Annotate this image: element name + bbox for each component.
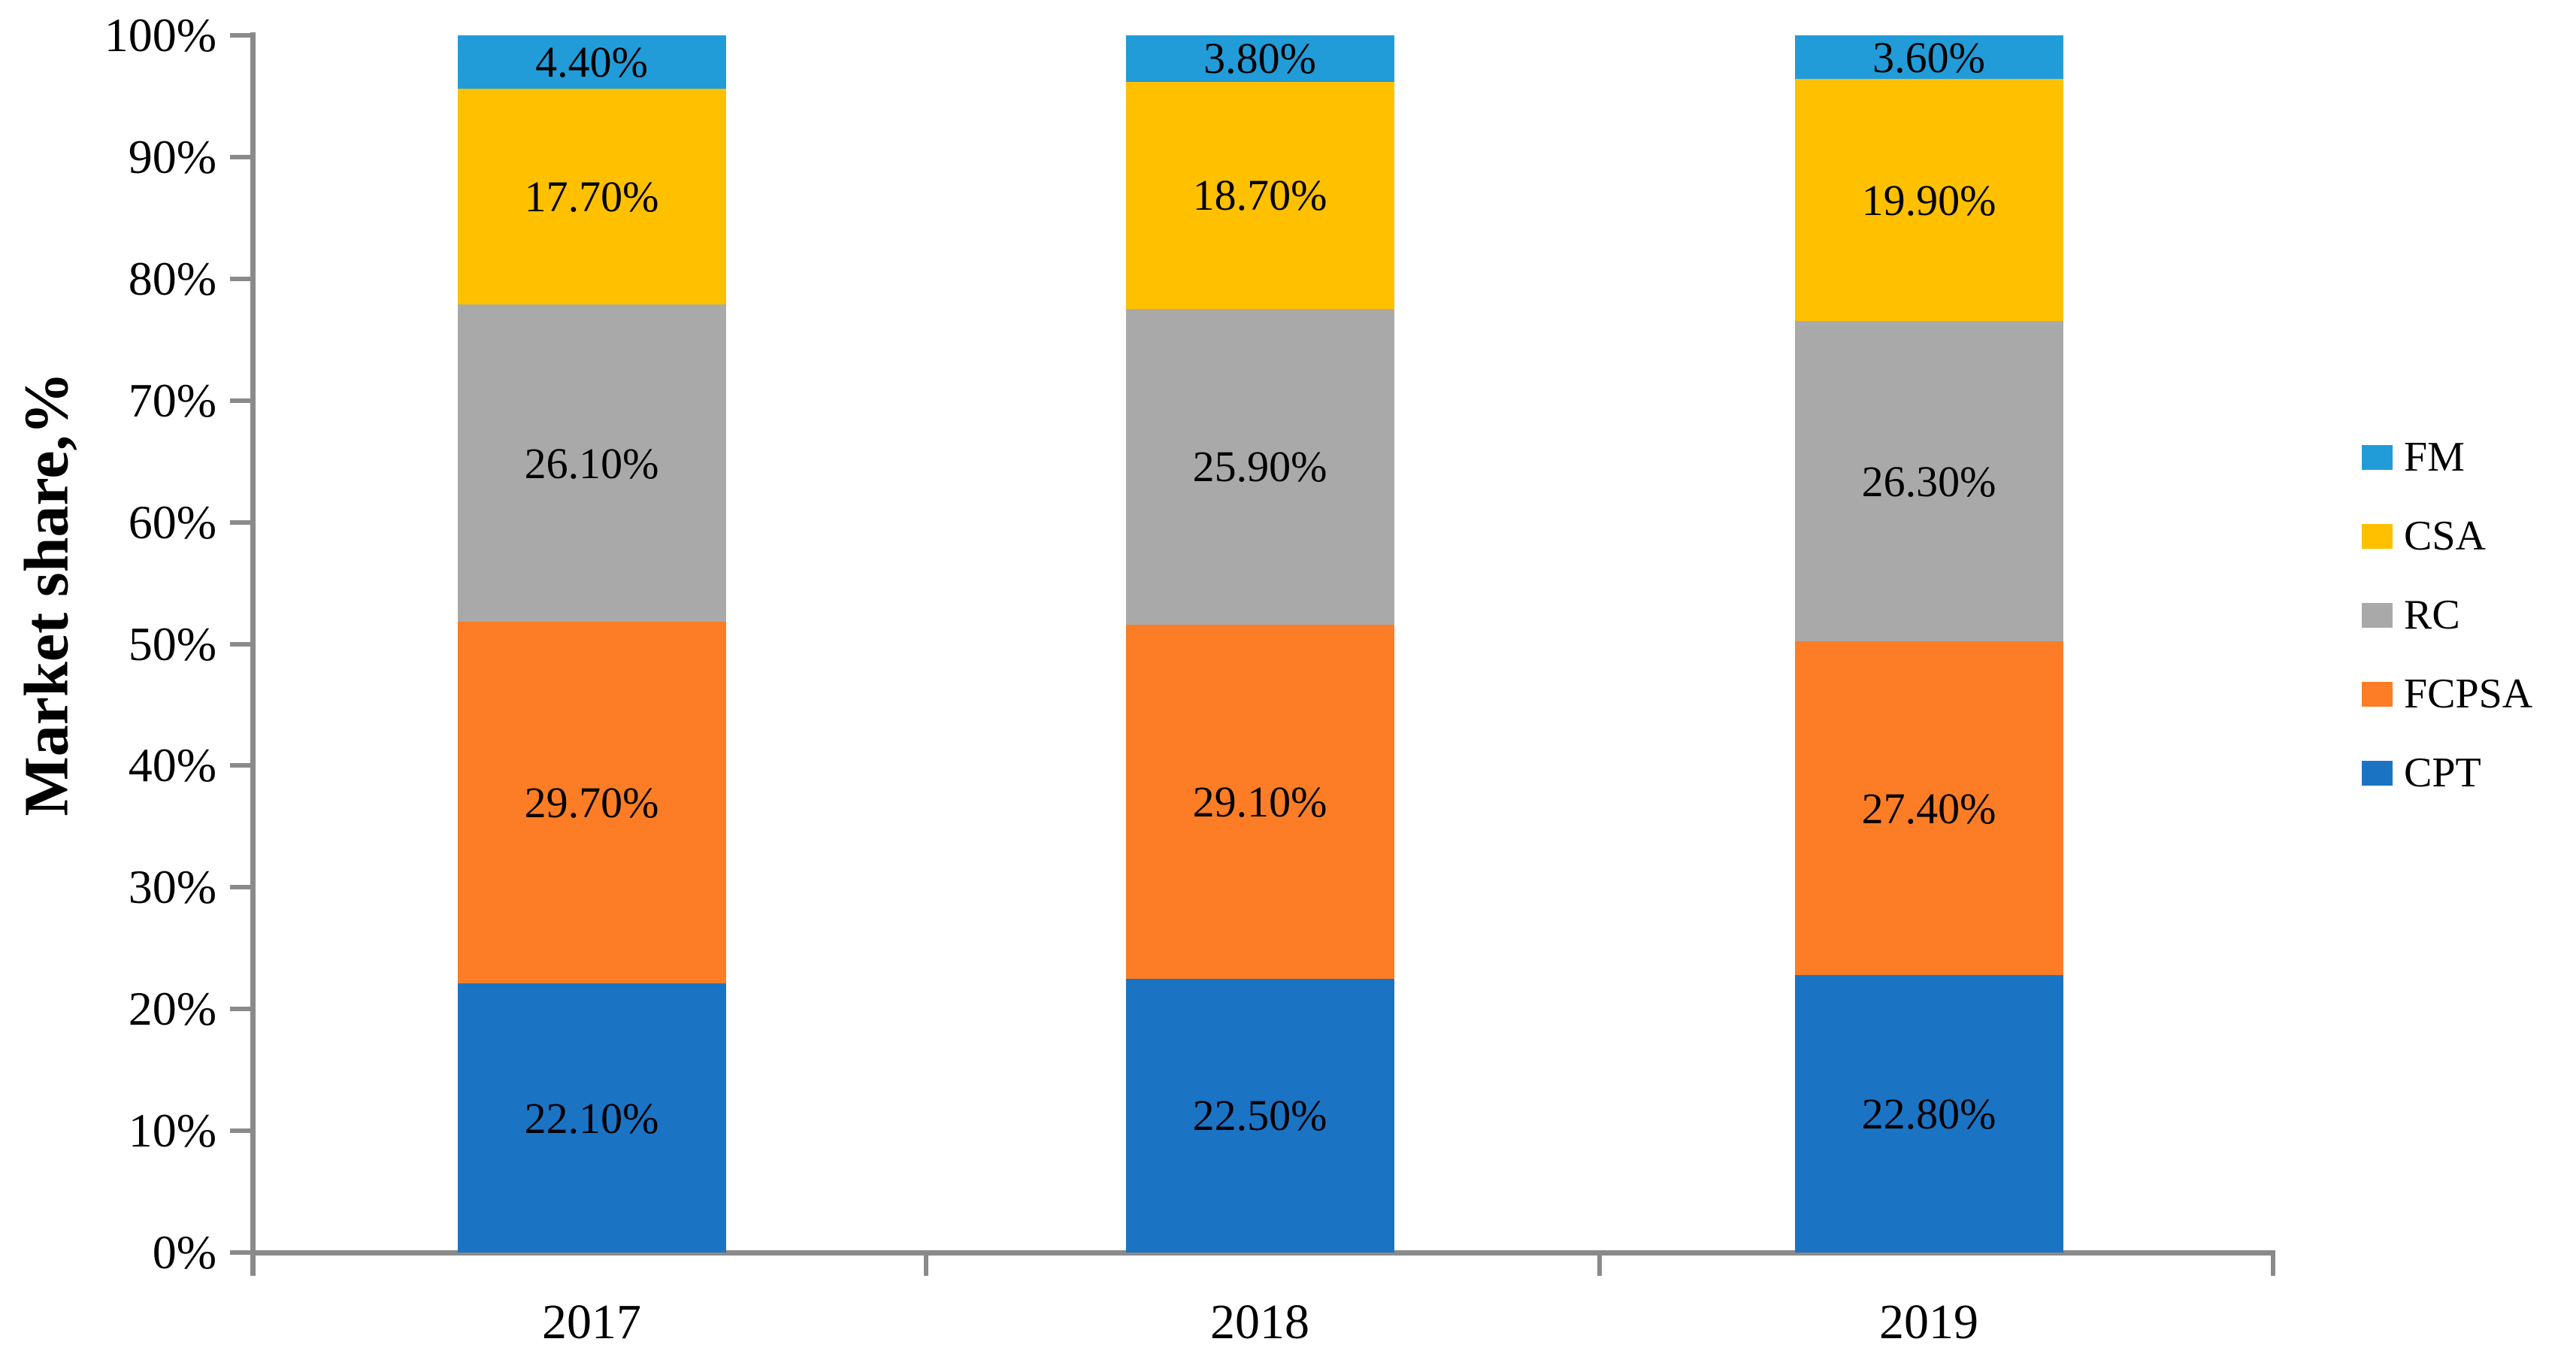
bar-segment-label: 29.10% — [1192, 777, 1327, 826]
bar-segment-cpt: 22.80% — [1794, 974, 2063, 1253]
bar-segment-label: 18.70% — [1192, 171, 1327, 220]
bar-segment-label: 3.80% — [1203, 34, 1316, 83]
x-tick — [250, 1256, 255, 1276]
bar-segment-label: 27.40% — [1861, 783, 1996, 833]
y-tick — [230, 763, 250, 768]
x-tick — [1597, 1256, 1602, 1276]
bar-segment-label: 29.70% — [524, 778, 659, 828]
bar-segment-label: 22.10% — [524, 1093, 659, 1143]
y-tick — [230, 1128, 250, 1134]
x-tick — [2271, 1256, 2275, 1276]
legend-label: RC — [2404, 592, 2460, 638]
bar-segment-label: 17.70% — [524, 172, 659, 222]
y-tick — [230, 33, 250, 38]
bar-segment-fm: 3.80% — [1125, 34, 1394, 83]
y-tick-label: 0% — [152, 1225, 216, 1279]
y-tick — [230, 1250, 250, 1255]
y-tick — [230, 519, 250, 525]
y-tick-label: 20% — [128, 982, 216, 1036]
legend-swatch-cpt — [2362, 761, 2393, 786]
y-tick-label: 80% — [128, 251, 216, 305]
y-tick-label: 50% — [128, 616, 216, 671]
legend-label: CSA — [2404, 513, 2486, 559]
x-tick-label: 2018 — [1210, 1295, 1309, 1349]
x-axis-line — [250, 1250, 2275, 1256]
y-tick — [230, 398, 250, 403]
y-tick — [230, 1007, 250, 1012]
bar-segment-fm: 4.40% — [457, 35, 726, 89]
bar-segment-label: 25.90% — [1192, 442, 1327, 492]
bar-segment-rc: 26.10% — [457, 304, 726, 622]
bar-segment-label: 26.10% — [524, 438, 659, 488]
bar-segment-label: 3.60% — [1872, 32, 1985, 82]
bar-segment-fcpsa: 29.10% — [1125, 624, 1394, 979]
bar-segment-label: 26.30% — [1861, 456, 1996, 506]
bar-segment-label: 22.80% — [1861, 1089, 1996, 1138]
bar-segment-fcpsa: 29.70% — [457, 622, 726, 984]
y-tick — [230, 885, 250, 890]
x-tick-label: 2019 — [1879, 1295, 1978, 1349]
legend-label: CPT — [2404, 750, 2481, 796]
bar-segment-rc: 26.30% — [1794, 321, 2063, 642]
legend-swatch-fcpsa — [2362, 682, 2393, 707]
x-tick — [924, 1256, 928, 1276]
bar-segment-csa: 19.90% — [1794, 79, 2063, 322]
bar-segment-cpt: 22.50% — [1125, 978, 1394, 1253]
bar-segment-csa: 17.70% — [457, 89, 726, 304]
bar-segment-rc: 25.90% — [1125, 309, 1394, 625]
y-tick — [230, 276, 250, 281]
y-axis-line — [250, 32, 256, 1276]
legend-swatch-fm — [2362, 445, 2393, 470]
legend-swatch-rc — [2362, 603, 2393, 628]
y-tick-label: 90% — [128, 129, 216, 183]
y-tick-label: 30% — [128, 860, 216, 914]
y-tick — [230, 154, 250, 159]
bar-segment-label: 22.50% — [1192, 1091, 1327, 1140]
x-tick-label: 2017 — [542, 1295, 641, 1349]
y-tick-label: 70% — [128, 373, 216, 427]
bar-segment-fcpsa: 27.40% — [1794, 641, 2063, 975]
y-tick — [230, 641, 250, 647]
y-tick-label: 60% — [128, 495, 216, 549]
bar-segment-label: 4.40% — [535, 38, 648, 87]
bar-segment-csa: 18.70% — [1125, 81, 1394, 310]
legend-swatch-csa — [2362, 524, 2393, 549]
y-tick-label: 100% — [104, 8, 216, 62]
bar-segment-fm: 3.60% — [1794, 33, 2063, 82]
legend-label: FM — [2404, 434, 2465, 480]
bar-segment-cpt: 22.10% — [457, 983, 726, 1253]
bar-segment-label: 19.90% — [1861, 175, 1996, 225]
y-tick-label: 10% — [128, 1104, 216, 1158]
y-tick-label: 40% — [128, 738, 216, 792]
legend-label: FCPSA — [2404, 671, 2533, 717]
